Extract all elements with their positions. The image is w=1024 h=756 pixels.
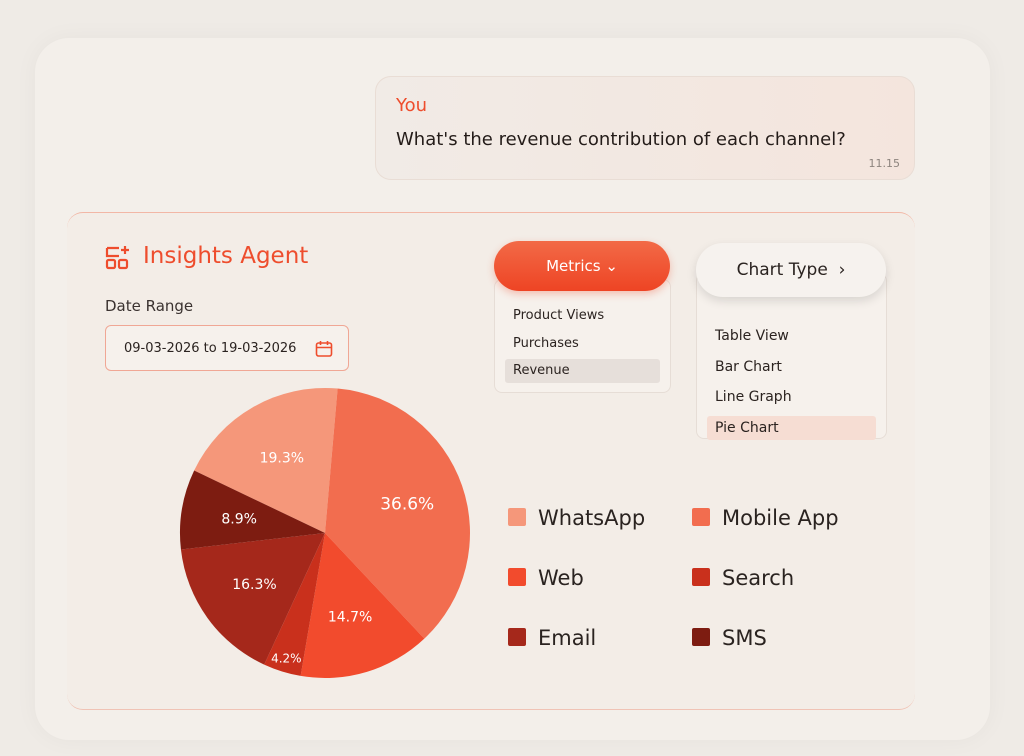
legend-label: Email (538, 626, 596, 650)
chart-type-label: Chart Type (736, 260, 828, 280)
pie-slice (180, 533, 325, 665)
pie-slice (194, 387, 338, 533)
legend-swatch (508, 628, 526, 646)
agent-icon (105, 246, 129, 270)
slice-label: 4.2% (271, 652, 302, 666)
legend-label: WhatsApp (538, 506, 645, 530)
legend-label: SMS (722, 626, 767, 650)
legend-swatch (508, 508, 526, 526)
menu-option[interactable]: Table View (715, 328, 789, 344)
metrics-button[interactable]: Metrics ⌄ (494, 241, 670, 291)
pie-slice (300, 533, 425, 678)
menu-option[interactable]: Line Graph (715, 389, 792, 405)
timestamp: 11.15 (868, 157, 901, 170)
pie-slice (264, 533, 325, 676)
chat-bubble: You What's the revenue contribution of e… (375, 76, 915, 180)
date-range-input[interactable]: 09-03-2026 to 19-03-2026 (105, 325, 349, 371)
chart-type-button[interactable]: Chart Type › (696, 243, 886, 297)
menu-option[interactable]: Bar Chart (715, 358, 782, 375)
date-range-value: 09-03-2026 to 19-03-2026 (124, 341, 297, 356)
menu-option[interactable]: Revenue (505, 359, 660, 383)
menu-option[interactable]: Purchases (513, 335, 579, 351)
calendar-icon (315, 341, 333, 357)
metrics-label: Metrics (546, 257, 601, 275)
slice-label: 36.6% (380, 495, 434, 515)
message-text: What's the revenue contribution of each … (396, 129, 846, 150)
panel-title: Insights Agent (143, 243, 309, 269)
pie-slice (180, 470, 325, 550)
legend-swatch (692, 568, 710, 586)
slice-label: 16.3% (232, 577, 276, 593)
legend-swatch (692, 628, 710, 646)
menu-option[interactable]: Product Views (513, 308, 605, 323)
slice-label: 19.3% (260, 450, 304, 466)
legend-swatch (692, 508, 710, 526)
date-range-label: Date Range (105, 297, 194, 315)
pie-slice (325, 388, 470, 639)
legend-label: Mobile App (722, 506, 839, 530)
slice-label: 8.9% (221, 512, 257, 528)
chart-type-menu: Table View Bar Chart Line Graph Pie Chart (696, 273, 887, 440)
menu-option[interactable]: Pie Chart (707, 415, 876, 440)
sender: You (396, 95, 428, 116)
legend-label: Search (722, 566, 794, 590)
slice-label: 14.7% (328, 609, 372, 625)
legend-swatch (508, 568, 526, 586)
legend-label: Web (538, 566, 584, 590)
